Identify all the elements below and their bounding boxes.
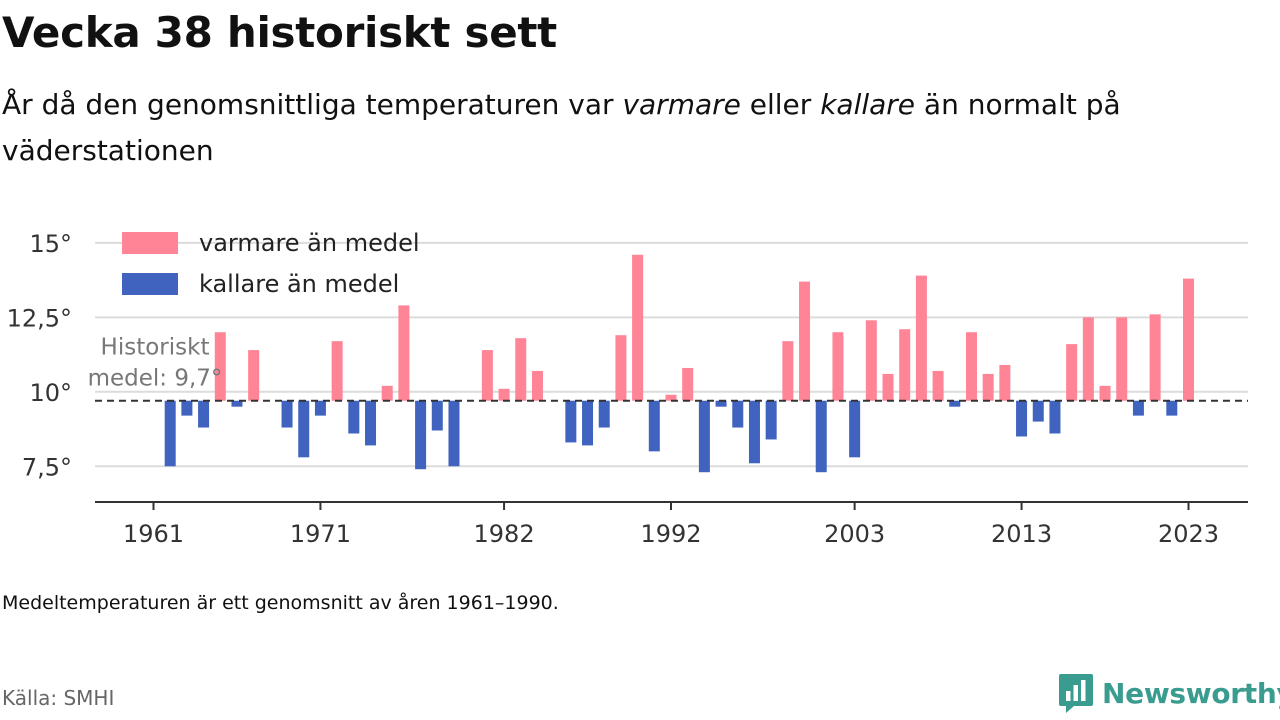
bar-1982	[498, 388, 510, 401]
page-subtitle: År då den genomsnittliga temperaturen va…	[2, 82, 1232, 174]
bar-1995	[715, 400, 727, 407]
newsworthy-chart-icon	[1059, 674, 1093, 713]
legend-label-warmer: varmare än medel	[199, 229, 420, 257]
bar-2020	[1132, 400, 1144, 416]
bar-1977	[415, 400, 427, 470]
bar-2010	[965, 332, 977, 401]
bar-1962	[164, 400, 176, 467]
bar-1997	[748, 400, 760, 464]
x-tick-label: 1992	[640, 520, 701, 548]
temperature-bar-chart: 7,5° 10° 12,5° 15° 1961 1971 1982 1992 2003 2013 2…	[7, 229, 1248, 548]
bar-2023	[1183, 278, 1194, 401]
bar-1969	[281, 400, 293, 428]
bar-1973	[348, 400, 360, 434]
bar-2006	[899, 329, 911, 401]
bar-1996	[732, 400, 744, 428]
source-label: Källa: SMHI	[2, 686, 115, 710]
bar-1979	[448, 400, 460, 467]
bar-1991	[648, 400, 660, 452]
bar-1970	[298, 400, 310, 458]
bar-1992	[665, 394, 677, 401]
x-tick-label: 2003	[824, 520, 885, 548]
bar-2001	[815, 400, 827, 473]
bar-1966	[231, 400, 243, 407]
bar-2008	[932, 370, 944, 401]
bar-2012	[999, 364, 1011, 401]
bar-1978	[431, 400, 443, 431]
bar-2017	[1082, 317, 1094, 401]
bar-2005	[882, 373, 894, 401]
labels: 7,5° 10° 12,5° 15° 1961 1971 1982 1992 2003 2013 2…	[7, 229, 1219, 548]
newsworthy-logo: Newsworthy	[1058, 672, 1280, 714]
legend-label-colder: kallare än medel	[199, 270, 399, 298]
subtitle-part-1: År då den genomsnittliga temperaturen va…	[2, 88, 623, 121]
bar-2018	[1099, 385, 1111, 401]
x-tick-label: 2023	[1158, 520, 1219, 548]
bar-1965	[214, 332, 226, 401]
bar-1994	[698, 400, 710, 473]
subtitle-part-2: eller	[740, 88, 821, 121]
bar-1986	[565, 400, 577, 443]
bar-2011	[982, 373, 994, 401]
legend-swatch-warmer	[122, 232, 178, 254]
x-tick-label: 1982	[474, 520, 535, 548]
bar-1989	[615, 335, 627, 401]
bar-2007	[915, 275, 927, 401]
bar-1993	[682, 367, 694, 401]
brand-name: Newsworthy	[1102, 676, 1280, 710]
bar-1974	[365, 400, 377, 446]
x-tick-label: 1961	[123, 520, 184, 548]
bar-1981	[481, 350, 493, 401]
bar-2022	[1166, 400, 1178, 416]
bar-2015	[1049, 400, 1061, 434]
bar-1984	[531, 370, 543, 401]
axes	[95, 399, 1248, 510]
bar-2019	[1116, 317, 1128, 401]
bar-1972	[331, 341, 343, 401]
subtitle-emphasis-colder: kallare	[820, 88, 916, 121]
grid-lines	[95, 241, 1248, 468]
y-tick-label: 15°	[29, 230, 72, 258]
y-tick-label: 12,5°	[7, 304, 72, 332]
x-tick-label: 1971	[290, 520, 351, 548]
bar-1999	[782, 341, 794, 401]
bar-2000	[799, 281, 811, 401]
bar-1967	[248, 350, 260, 401]
bars	[164, 254, 1194, 473]
bar-1964	[198, 400, 210, 428]
bar-1983	[515, 338, 527, 401]
x-tick-label: 2013	[991, 520, 1052, 548]
bar-2013	[1016, 400, 1028, 437]
baseline-annotation-line1: Historiskt	[101, 335, 210, 361]
footnote: Medeltemperaturen är ett genomsnitt av å…	[2, 592, 559, 614]
bar-1987	[582, 400, 594, 446]
bar-1976	[398, 305, 410, 401]
bar-1963	[181, 400, 193, 416]
bar-1990	[632, 254, 644, 401]
bar-2021	[1149, 314, 1161, 401]
bar-2016	[1066, 344, 1078, 401]
bar-2004	[865, 320, 877, 401]
subtitle-emphasis-warmer: varmare	[622, 88, 741, 121]
bar-2009	[949, 400, 961, 407]
bar-2014	[1032, 400, 1044, 422]
subtitle-part-3: än normalt på väderstationen	[2, 88, 1121, 167]
bar-2003	[849, 400, 861, 458]
legend-swatch-colder	[122, 273, 178, 295]
page-title: Vecka 38 historiskt sett	[2, 8, 557, 57]
bar-1971	[314, 400, 326, 416]
y-tick-label: 10°	[29, 379, 72, 407]
bar-2002	[832, 332, 844, 401]
bar-1988	[598, 400, 610, 428]
bar-1998	[765, 400, 777, 440]
y-tick-label: 7,5°	[22, 453, 72, 481]
bar-1975	[381, 385, 393, 401]
baseline-annotation-line2: medel: 9,7°	[88, 366, 223, 392]
